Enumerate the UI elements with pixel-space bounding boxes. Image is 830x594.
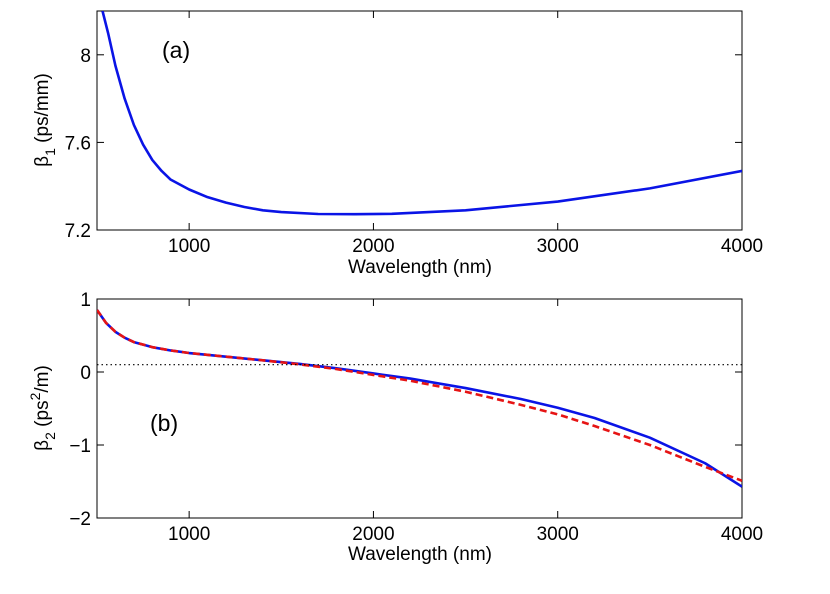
y-tick-label: 8	[80, 46, 91, 67]
y-axis-label-a-sub: 1	[42, 148, 58, 156]
plot-area-a	[96, 10, 743, 231]
y-axis-label-a-units: (ps/mm)	[32, 73, 53, 143]
x-tick-label: 3000	[537, 236, 579, 257]
y-tick-label: −2	[69, 509, 91, 530]
x-tick-label: 2000	[352, 236, 394, 257]
series-line-beta2	[97, 309, 742, 488]
x-axis-label-a: Wavelength (nm)	[348, 257, 492, 278]
ticks-b: 1000 2000 3000 4000 −2 −1 0 1	[69, 290, 763, 545]
panel-label-b: (b)	[150, 410, 178, 436]
x-tick-label: 1000	[168, 236, 210, 257]
y-axis-label-b-sub: 2	[42, 432, 58, 440]
x-tick-label: 4000	[721, 236, 763, 257]
y-axis-label-a-main: β	[32, 156, 53, 167]
y-axis-label-b-units-pre: (ps	[32, 400, 53, 426]
y-axis-label-b: β2 (ps2/m)	[27, 365, 58, 451]
x-tick-label: 1000	[168, 524, 210, 545]
panel-a: 1000 2000 3000 4000 7.2 7.6 8 (a) Wavelength (…	[32, 10, 763, 278]
series-group-a	[101, 11, 742, 216]
y-tick-label: 0	[80, 363, 91, 384]
y-axis-label-b-main: β	[32, 440, 53, 451]
ticks-a: 1000 2000 3000 4000 7.2 7.6 8	[65, 11, 763, 257]
y-axis-label-a: β1 (ps/mm)	[32, 73, 58, 167]
y-tick-label: 1	[80, 290, 91, 311]
y-tick-label: 7.6	[65, 133, 91, 154]
panel-b: 1000 2000 3000 4000 −2 −1 0 1 (b) Wavelength (n…	[27, 290, 763, 565]
series-line-beta1	[101, 11, 742, 216]
plot-area-b	[96, 298, 743, 519]
y-axis-label-b-units-sup: 2	[27, 392, 43, 400]
y-tick-label: 7.2	[65, 221, 91, 242]
x-tick-label: 4000	[721, 524, 763, 545]
x-tick-label: 2000	[352, 524, 394, 545]
series-line-beta2-approx	[97, 309, 742, 482]
panel-label-a: (a)	[162, 37, 190, 63]
x-tick-label: 3000	[537, 524, 579, 545]
x-axis-label-b: Wavelength (nm)	[348, 544, 492, 565]
series-group-b	[97, 309, 742, 488]
y-axis-label-b-units-post: /m)	[32, 365, 53, 392]
y-tick-label: −1	[69, 436, 91, 457]
